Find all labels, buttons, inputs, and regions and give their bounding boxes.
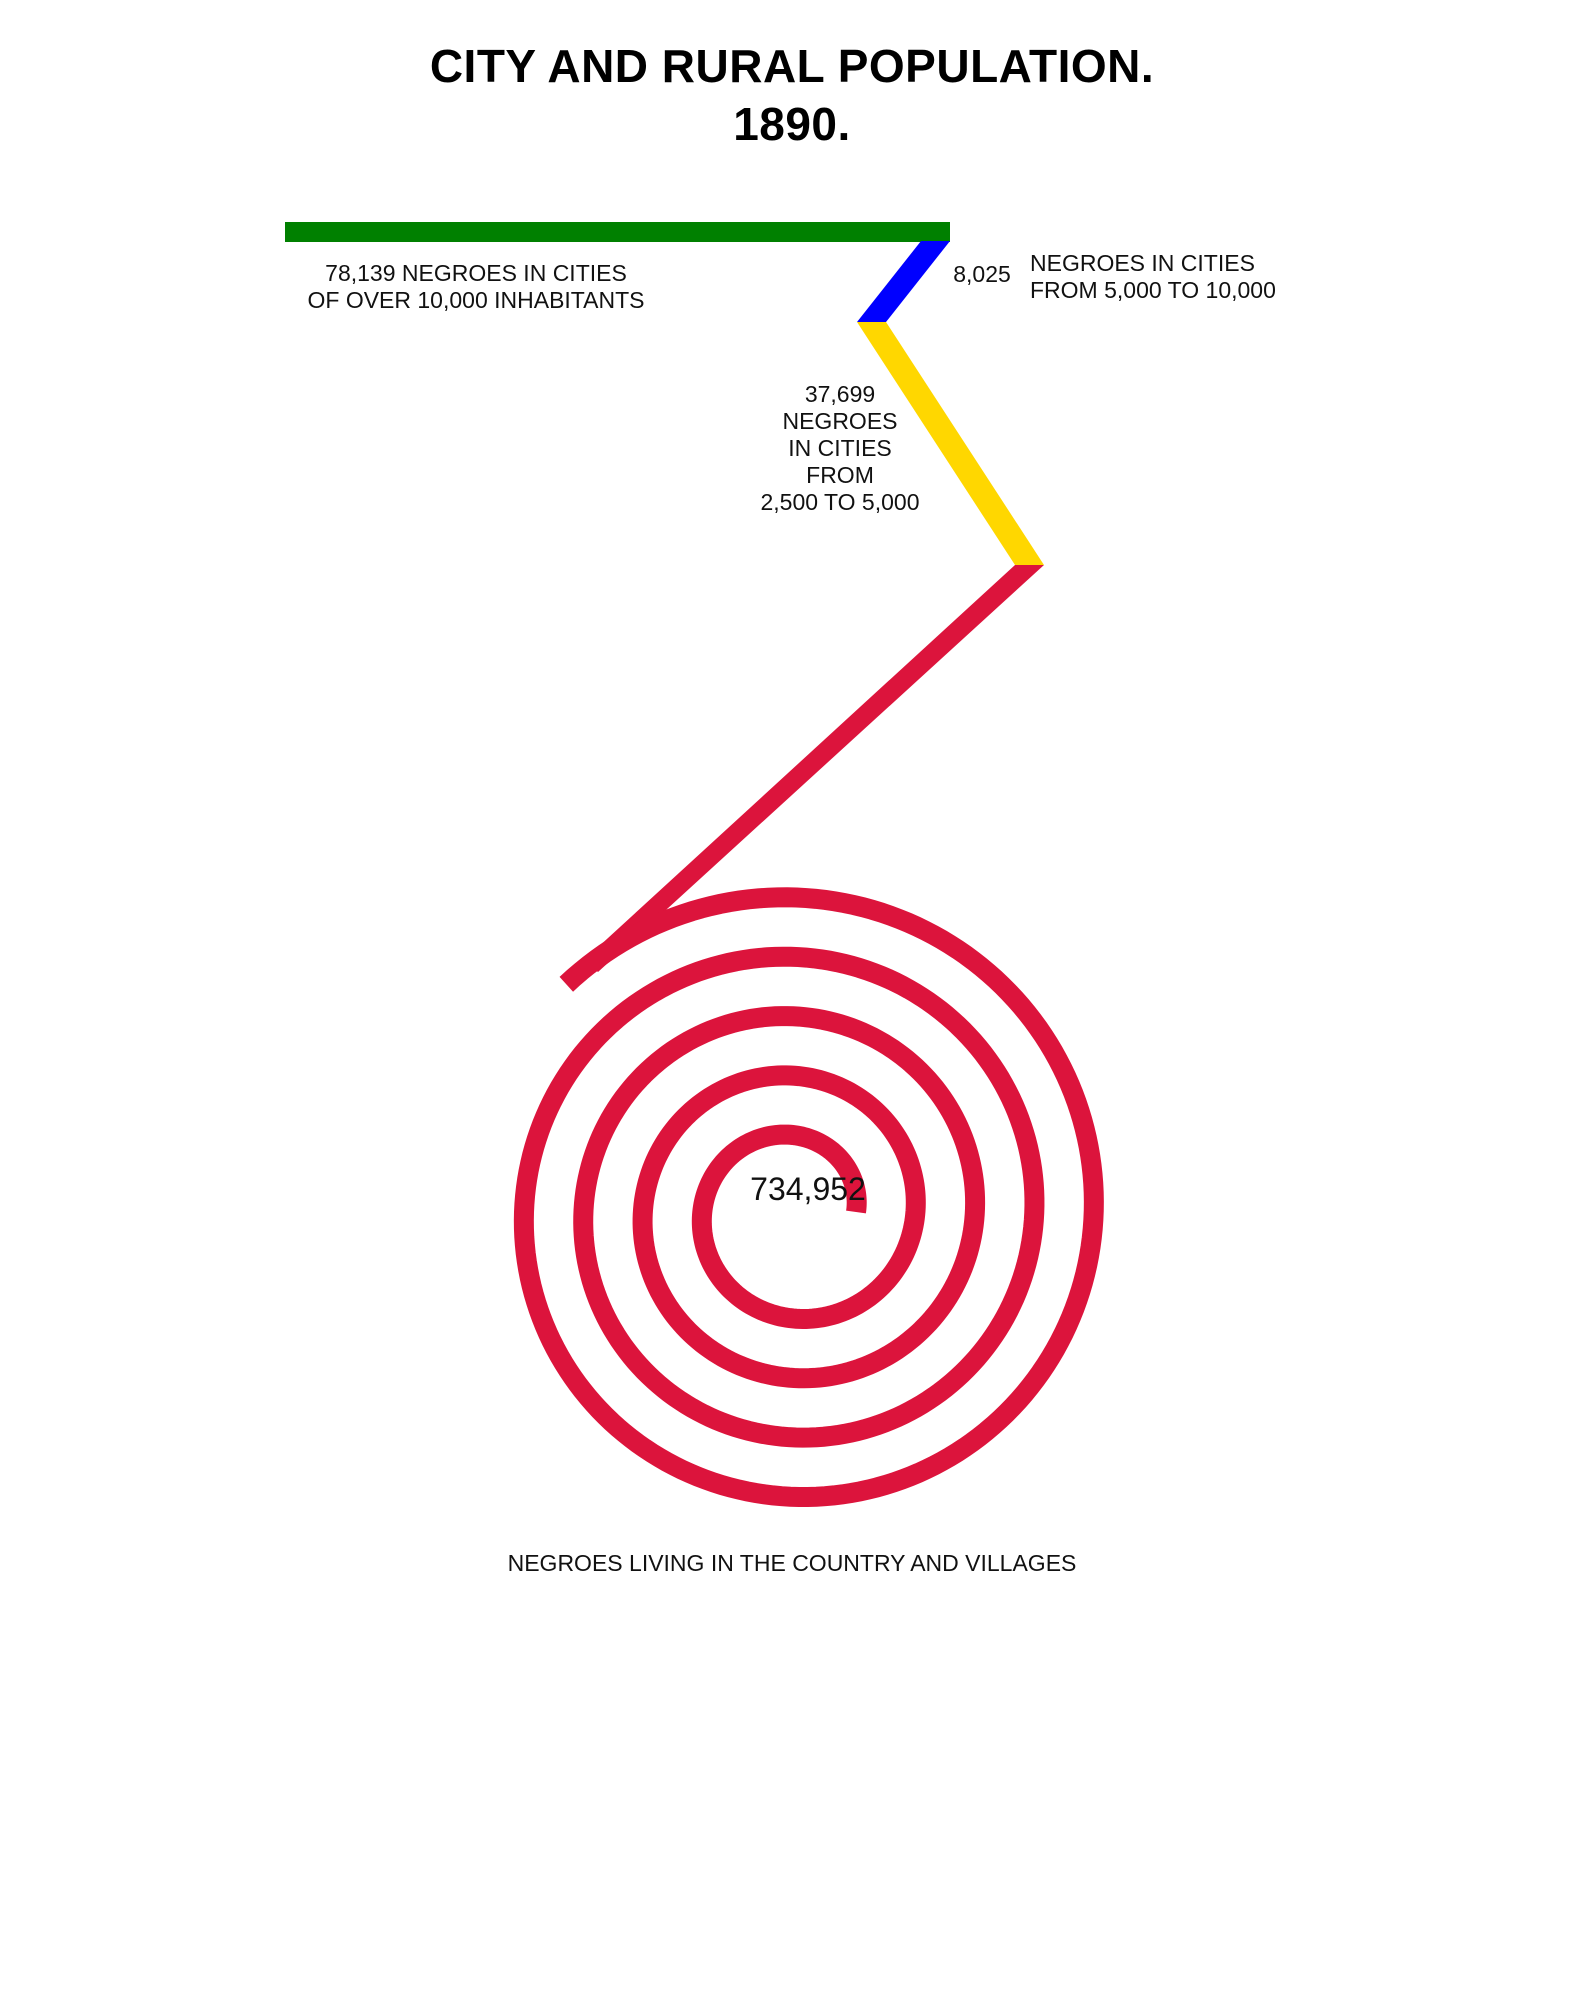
segment-cities-2500-to-5000 [857,322,1044,565]
label-cities-5000-to-10000: NEGROES IN CITIES FROM 5,000 TO 10,000 [1030,250,1276,303]
value-cities-5000-to-10000: 8,025 [953,261,1011,287]
chart-subtitle: 1890. [733,98,851,150]
segment-country-diagonal [584,565,1044,972]
segment-cities-5000-to-10000 [857,241,950,322]
label-country-and-villages: NEGROES LIVING IN THE COUNTRY AND VILLAG… [508,1550,1077,1576]
label-cities-over-10000: 78,139 NEGROES IN CITIES OF OVER 10,000 I… [307,260,644,313]
label-cities-2500-to-5000: 37,699 NEGROES IN CITIES FROM 2,500 TO 5,000 [760,381,919,515]
chart-title: CITY AND RURAL POPULATION. [429,40,1155,92]
segment-country-spiral [513,887,1104,1507]
value-country-and-villages: 734,952 [750,1171,866,1207]
